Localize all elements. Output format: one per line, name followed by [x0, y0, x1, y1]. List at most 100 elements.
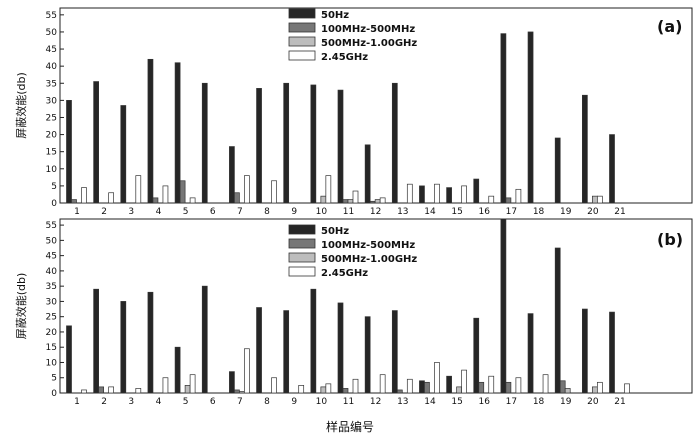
x-tick-label: 20 [587, 397, 599, 407]
legend-swatch [288, 50, 316, 61]
y-tick-label: 5 [51, 182, 57, 192]
bar-2-45ghz [596, 381, 603, 394]
bar-2-45ghz [461, 369, 467, 394]
bar-50hz [500, 33, 507, 204]
y-tick-label: 40 [46, 267, 58, 277]
x-tick-label: 9 [291, 397, 297, 407]
bar-500mhz-1-00ghz [374, 199, 381, 204]
y-tick-label: 30 [46, 297, 58, 307]
panel-label: (b) [657, 230, 683, 249]
bar-50hz [93, 288, 100, 394]
bar-2-45ghz [406, 183, 413, 204]
x-tick-label: 3 [128, 207, 134, 217]
x-tick-label: 17 [506, 207, 517, 217]
bar-500mhz-1-00ghz [184, 385, 191, 394]
y-axis-label: 屏蔽效能(db) [14, 72, 28, 139]
x-tick-label: 15 [451, 207, 462, 217]
bar-50hz [500, 218, 507, 394]
bar-2-45ghz [271, 377, 277, 394]
bar-50hz [283, 310, 290, 394]
bar-100mhz-500mhz [369, 200, 376, 204]
bar-50hz [66, 325, 72, 394]
bar-50hz [120, 105, 127, 204]
bar-2-45ghz [352, 190, 359, 204]
x-axis-label: 样品编号 [326, 419, 374, 434]
bar-50hz [201, 82, 208, 204]
x-tick-label: 18 [533, 397, 545, 407]
bar-500mhz-1-00ghz [347, 199, 354, 204]
x-tick-label: 15 [451, 397, 462, 407]
legend-label: 2.45GHz [321, 268, 368, 279]
bar-2-45ghz [162, 377, 169, 394]
bar-50hz [581, 308, 588, 394]
bar-50hz [473, 178, 480, 204]
bar-50hz [256, 307, 262, 394]
bar-500mhz-1-00ghz [320, 386, 327, 394]
x-tick-label: 12 [370, 397, 381, 407]
bar-2-45ghz [298, 385, 305, 394]
y-tick-label: 20 [46, 131, 58, 141]
bar-2-45ghz [434, 362, 440, 394]
bar-100mhz-500mhz [396, 389, 403, 394]
bar-2-45ghz [135, 388, 142, 394]
bar-2-45ghz [81, 389, 87, 394]
bar-2-45ghz [108, 192, 115, 204]
bar-2-45ghz [189, 374, 196, 394]
bar-2-45ghz [488, 195, 495, 204]
bar-50hz [256, 88, 262, 204]
bar-2-45ghz [244, 175, 250, 204]
x-tick-label: 14 [424, 207, 436, 217]
bar-50hz [609, 134, 615, 204]
bar-50hz [174, 62, 181, 204]
x-tick-label: 16 [479, 207, 491, 217]
bar-2-45ghz [135, 175, 142, 204]
x-tick-label: 12 [370, 207, 381, 217]
plot-frame [59, 218, 693, 394]
x-tick-label: 6 [210, 207, 216, 217]
bar-50hz [364, 316, 371, 394]
bar-50hz [473, 317, 480, 394]
x-tick-label: 17 [506, 397, 517, 407]
legend-label: 500MHz-1.00GHz [321, 254, 417, 265]
x-tick-label: 1 [74, 397, 80, 407]
x-tick-label: 5 [183, 397, 189, 407]
y-tick-label: 15 [46, 148, 57, 158]
bar-50hz [174, 346, 181, 394]
bar-50hz [310, 84, 317, 204]
legend-swatch [288, 238, 316, 249]
bar-2-45ghz [81, 187, 87, 204]
legend-swatch [288, 266, 316, 277]
bar-100mhz-500mhz [478, 381, 485, 394]
y-tick-label: 10 [46, 165, 58, 175]
bar-500mhz-1-00ghz [591, 195, 598, 204]
y-tick-label: 55 [46, 221, 57, 231]
bar-2-45ghz [108, 386, 115, 394]
bar-50hz [201, 285, 208, 394]
x-tick-label: 4 [156, 207, 162, 217]
panel-label: (a) [657, 17, 682, 36]
bar-50hz [446, 375, 452, 394]
y-tick-label: 55 [46, 11, 57, 21]
bar-2-45ghz [379, 197, 386, 204]
bar-50hz [554, 137, 561, 204]
bar-50hz [120, 301, 127, 394]
bar-2-45ghz [515, 188, 522, 204]
bar-50hz [364, 144, 371, 204]
bar-50hz [419, 380, 425, 394]
x-tick-label: 19 [560, 397, 572, 407]
x-tick-label: 21 [614, 207, 625, 217]
legend-swatch [288, 224, 316, 235]
x-tick-label: 10 [316, 397, 328, 407]
bar-2-45ghz [325, 175, 332, 204]
bar-50hz [527, 31, 534, 204]
bar-50hz [391, 82, 398, 204]
bar-2-45ghz [596, 195, 603, 204]
y-tick-label: 35 [46, 79, 57, 89]
bar-50hz [66, 100, 72, 204]
x-tick-label: 6 [210, 397, 216, 407]
y-tick-label: 30 [46, 96, 58, 106]
bar-2-45ghz [379, 374, 386, 394]
bar-2-45ghz [189, 197, 196, 204]
bar-100mhz-500mhz [234, 192, 240, 204]
